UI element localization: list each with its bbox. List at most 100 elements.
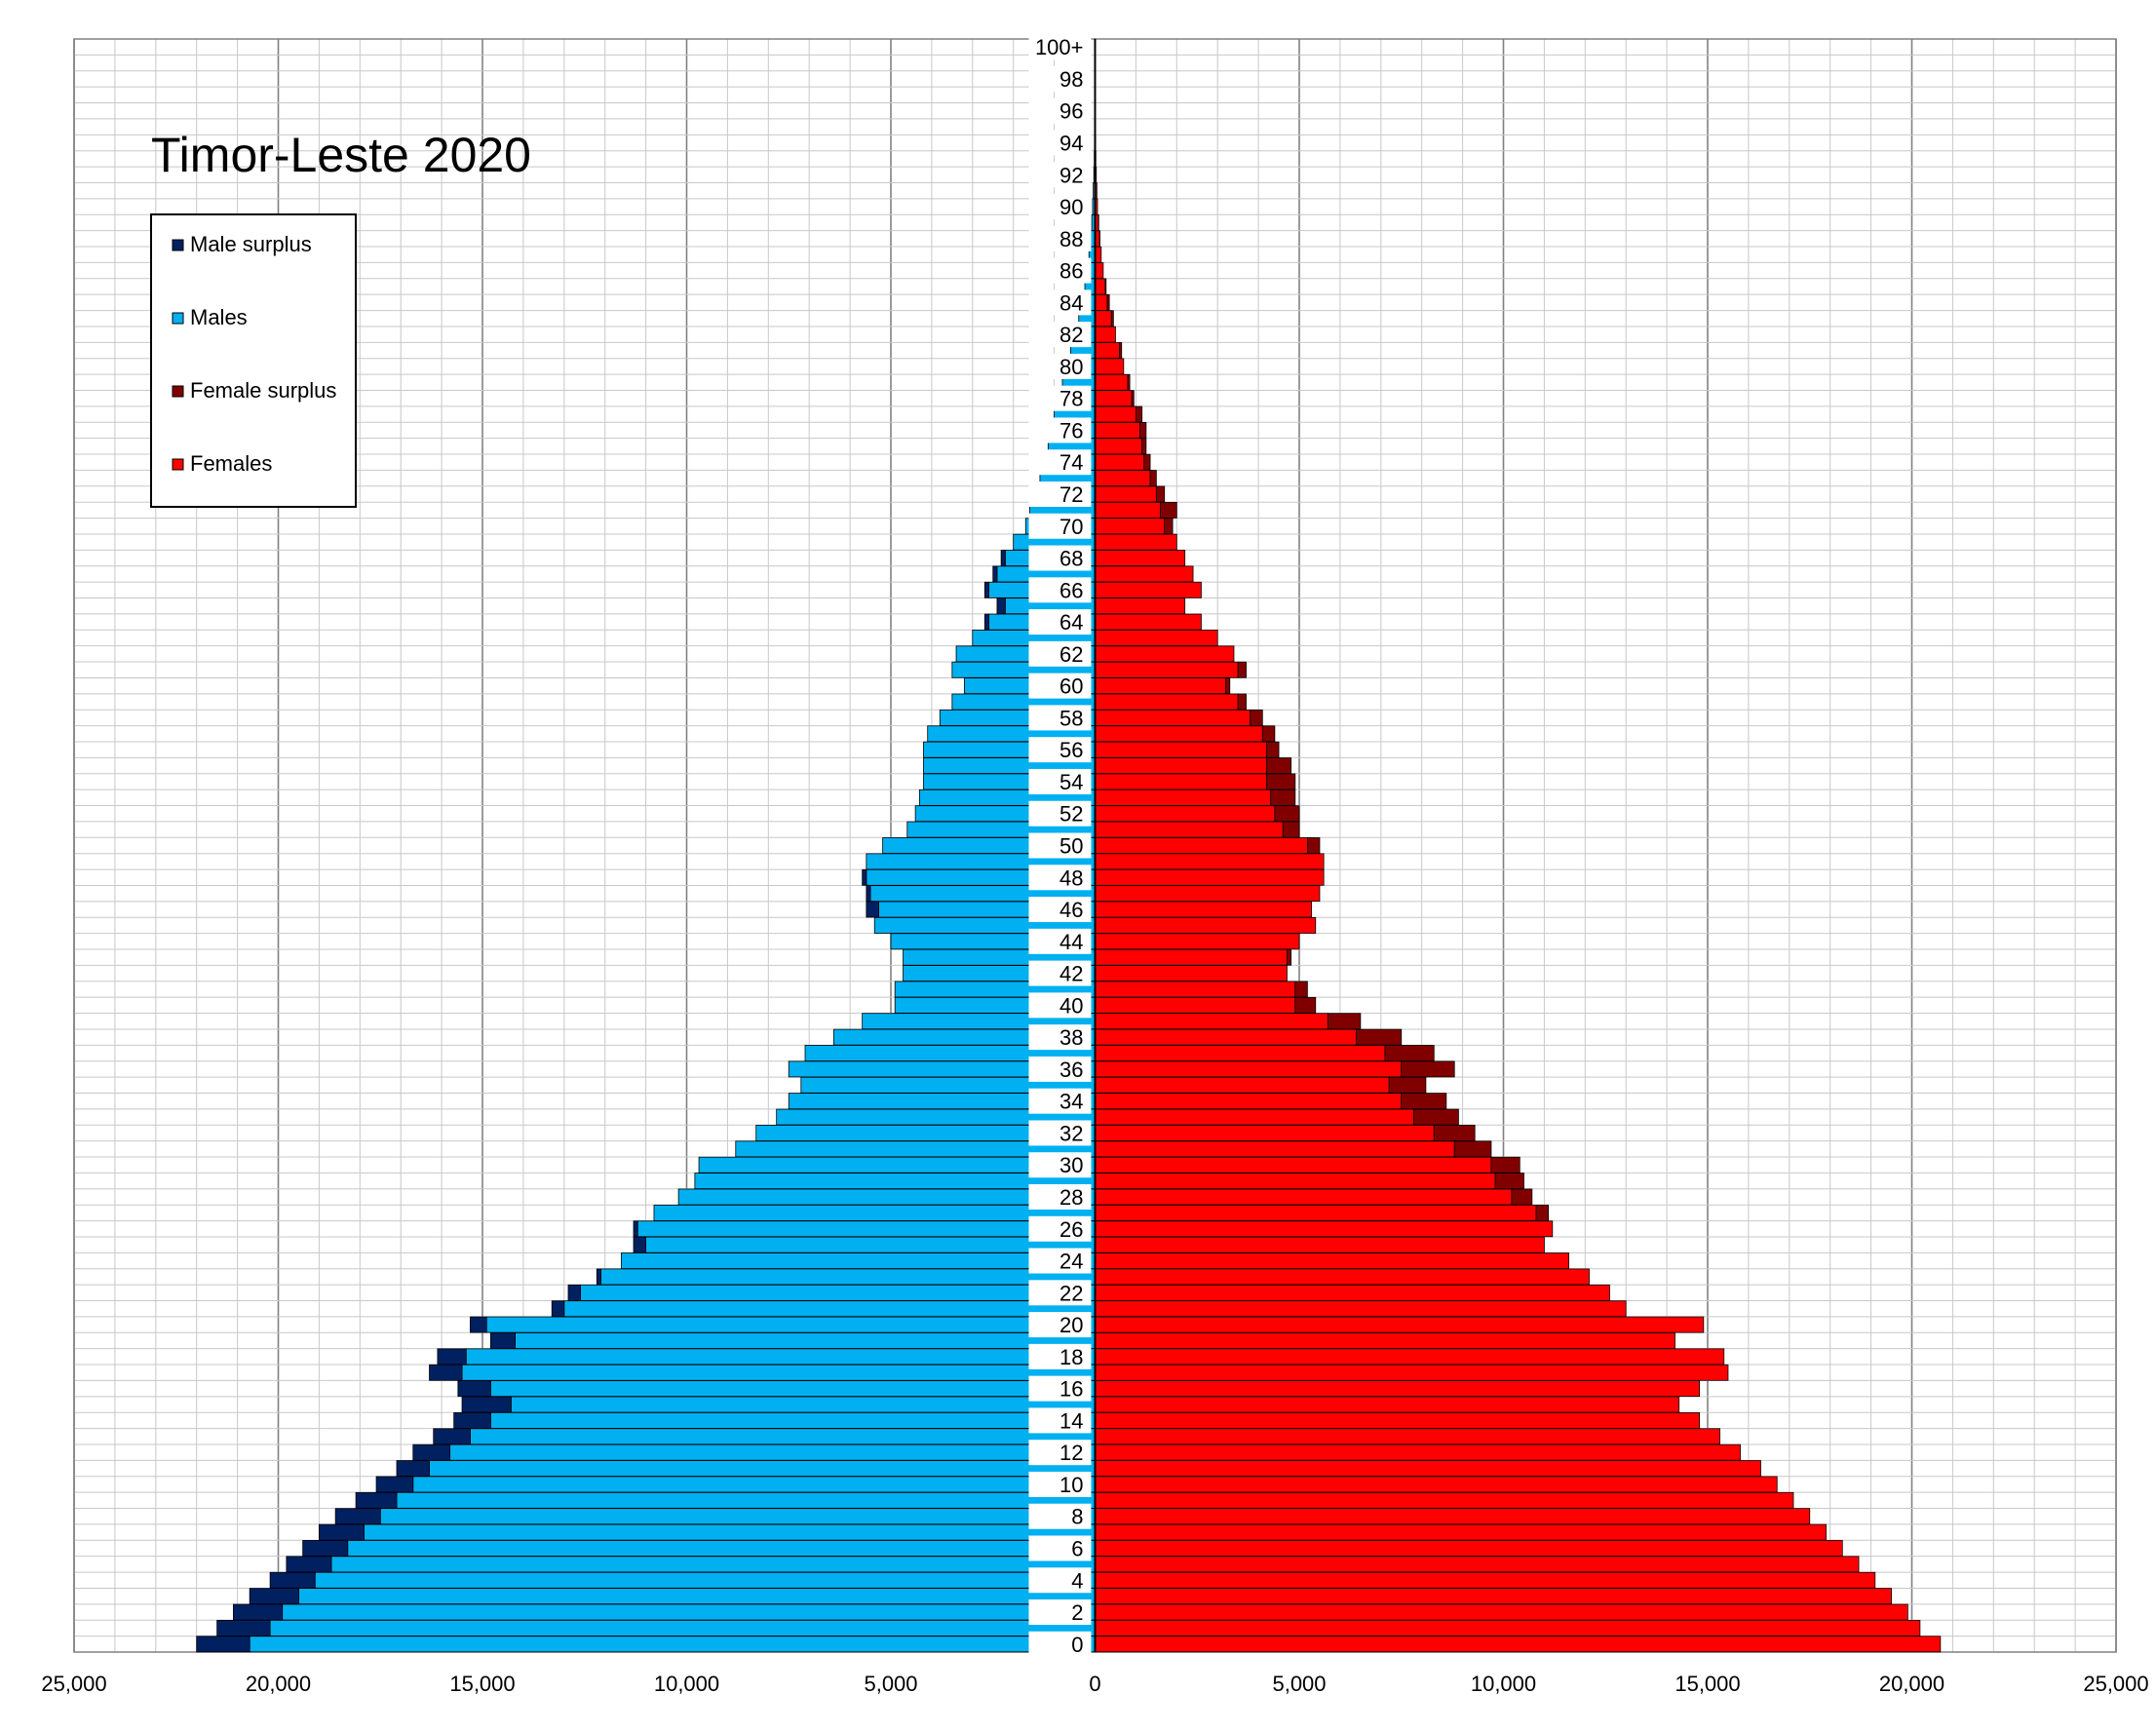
y-tick-label-bg (1028, 225, 1092, 251)
female-bar (1095, 1140, 1455, 1158)
male-surplus-bar (457, 1380, 491, 1398)
female-bar (1095, 310, 1112, 327)
female-surplus-bar (1160, 501, 1177, 519)
male-surplus-bar (461, 1396, 512, 1413)
x-tick-label: 25,000 (2083, 1672, 2148, 1696)
y-tick-label: 96 (1059, 99, 1083, 124)
female-surplus-bar (1306, 837, 1321, 854)
male-bar (563, 1300, 1096, 1318)
male-bar (379, 1508, 1096, 1525)
female-bar (1095, 981, 1296, 998)
male-surplus-bar (302, 1540, 349, 1557)
female-bar (1095, 1396, 1680, 1413)
male-surplus-bar (596, 1268, 601, 1286)
male-bar (347, 1540, 1096, 1557)
female-surplus-bar (1287, 948, 1292, 966)
male-surplus-bar (470, 1316, 487, 1333)
y-tick-label: 78 (1059, 387, 1083, 411)
y-tick-label: 10 (1059, 1473, 1083, 1497)
female-bar (1095, 917, 1317, 934)
y-tick-label: 68 (1059, 547, 1083, 571)
female-surplus-bar (1119, 342, 1123, 359)
y-tick-label: 52 (1059, 802, 1083, 827)
female-bar (1095, 1571, 1876, 1589)
female-bar (1095, 1556, 1860, 1573)
female-bar (1095, 1220, 1554, 1238)
male-bar (330, 1556, 1096, 1573)
female-bar (1095, 1443, 1741, 1461)
female-bar (1095, 1252, 1569, 1269)
y-tick-label: 14 (1059, 1408, 1083, 1433)
male-surplus-bar (355, 1491, 398, 1509)
y-tick-label: 74 (1059, 450, 1083, 475)
male-bar (396, 1491, 1096, 1509)
female-bar (1095, 422, 1140, 439)
female-bar (1095, 645, 1235, 663)
y-tick-label-bg (1028, 1312, 1092, 1338)
y-tick-label: 40 (1059, 993, 1083, 1018)
y-tick-label: 60 (1059, 674, 1083, 699)
x-tick-label: 0 (1089, 1672, 1100, 1696)
female-bar (1095, 390, 1133, 407)
y-tick-label: 16 (1059, 1377, 1083, 1402)
y-tick-label-bg (1028, 97, 1092, 124)
male-bar (489, 1411, 1096, 1429)
male-bar (449, 1443, 1096, 1461)
y-tick-label-bg (1028, 162, 1092, 188)
female-bar (1095, 1428, 1720, 1445)
y-tick-label-bg (1028, 865, 1092, 891)
female-bar (1095, 868, 1325, 886)
y-tick-label-bg (1028, 832, 1092, 859)
female-surplus-bar (1270, 789, 1296, 806)
male-surplus-bar (983, 613, 989, 631)
female-bar (1095, 773, 1267, 790)
female-bar (1095, 613, 1202, 631)
y-tick-label-bg (1028, 130, 1092, 156)
female-surplus-bar (1110, 310, 1114, 327)
female-bar (1095, 565, 1194, 583)
male-bar (485, 1316, 1096, 1333)
y-tick-label-bg (1028, 1056, 1092, 1082)
female-bar (1095, 1380, 1701, 1398)
legend-swatch (172, 458, 184, 471)
y-tick-label-bg (1028, 1535, 1092, 1561)
male-bar (470, 1428, 1096, 1445)
female-bar (1095, 518, 1166, 535)
y-tick-label-bg (1028, 1375, 1092, 1402)
male-bar (364, 1523, 1096, 1541)
female-bar (1095, 1093, 1403, 1110)
male-bar (621, 1252, 1096, 1269)
legend-swatch (172, 385, 184, 398)
female-bar (1095, 1028, 1358, 1046)
female-bar (1095, 805, 1276, 823)
female-bar (1095, 1476, 1778, 1493)
y-tick-label-bg (1028, 1024, 1092, 1051)
female-surplus-bar (1164, 518, 1174, 535)
female-bar (1095, 550, 1186, 566)
y-tick-label: 80 (1059, 355, 1083, 379)
female-bar (1095, 630, 1218, 646)
y-tick-label-bg (1028, 1343, 1092, 1369)
male-surplus-bar (249, 1588, 299, 1605)
female-bar (1095, 1411, 1701, 1429)
female-surplus-bar (1294, 981, 1308, 998)
legend-label: Female surplus (190, 378, 336, 403)
y-tick-label: 2 (1071, 1600, 1083, 1625)
y-tick-label: 6 (1071, 1536, 1083, 1560)
female-surplus-bar (1490, 1156, 1521, 1174)
female-surplus-bar (1237, 661, 1247, 678)
female-bar (1095, 438, 1143, 455)
y-tick-label: 98 (1059, 67, 1083, 92)
legend-label: Male surplus (190, 232, 312, 256)
female-bar (1095, 1300, 1627, 1318)
male-surplus-bar (216, 1619, 271, 1636)
y-tick-label: 42 (1059, 962, 1083, 986)
y-tick-label: 84 (1059, 290, 1083, 315)
female-bar (1095, 262, 1104, 280)
x-tick-label: 10,000 (654, 1672, 719, 1696)
y-tick-label-bg (1028, 1471, 1092, 1497)
y-tick-label: 72 (1059, 482, 1083, 507)
male-bar (489, 1380, 1096, 1398)
x-tick-label: 20,000 (1879, 1672, 1944, 1696)
female-bar (1095, 293, 1108, 311)
